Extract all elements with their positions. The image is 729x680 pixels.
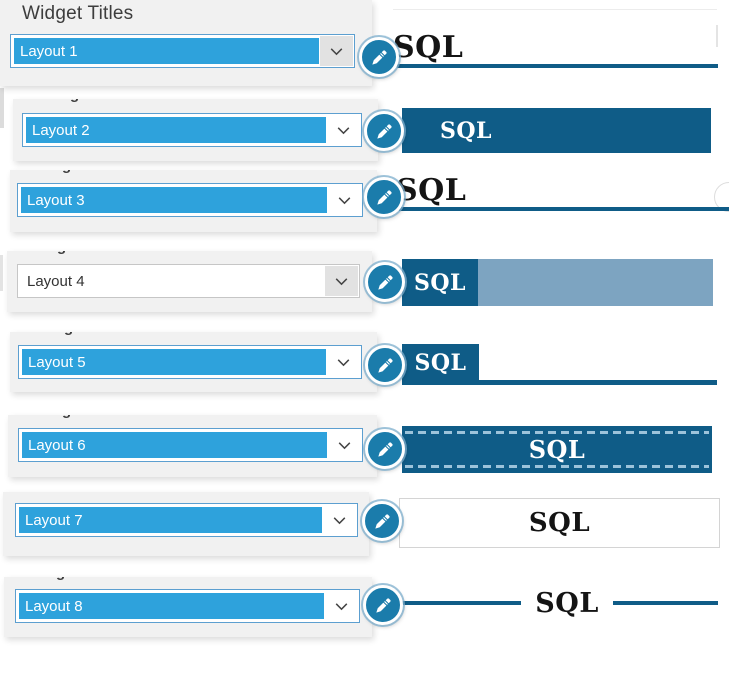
chevron-down-icon xyxy=(338,441,351,450)
dropdown-button[interactable] xyxy=(328,185,361,215)
edit-title-button[interactable] xyxy=(364,111,404,151)
layout-dropdown[interactable]: Layout 1 xyxy=(10,34,355,68)
chevron-down-icon xyxy=(333,516,346,525)
dropdown-selected-value: Layout 7 xyxy=(19,507,322,533)
title-preview-underline-rule xyxy=(397,64,718,68)
title-preview-underline-text: SQL xyxy=(393,33,463,63)
clipped-text-fragment: g xyxy=(62,170,78,177)
title-preview-sidelines: SQL xyxy=(400,585,718,621)
dropdown-button[interactable] xyxy=(328,430,361,460)
dropdown-selected-value: Layout 4 xyxy=(27,272,85,290)
sql-title-label: SQL xyxy=(393,30,464,65)
title-preview-solid-bar: SQL xyxy=(402,108,711,153)
chevron-down-icon xyxy=(337,126,350,135)
layout-dropdown[interactable]: Layout 2 xyxy=(22,113,362,147)
dropdown-button[interactable] xyxy=(325,266,358,296)
layout-dropdown[interactable]: Layout 8 xyxy=(15,589,360,623)
dropdown-selected-value: Layout 2 xyxy=(26,117,326,143)
edit-title-button[interactable] xyxy=(363,585,403,625)
dropdown-button[interactable] xyxy=(327,115,360,145)
sql-title-label: SQL xyxy=(414,349,467,376)
title-preview-underline-rule xyxy=(399,207,729,211)
sql-title-label: SQL xyxy=(440,117,493,144)
chevron-down-icon xyxy=(335,277,348,286)
dashed-border-line xyxy=(405,431,709,434)
right-edge-fragment xyxy=(716,25,718,47)
sql-title-label: SQL xyxy=(396,173,467,208)
edit-title-button[interactable] xyxy=(362,501,402,541)
edit-title-button[interactable] xyxy=(365,262,405,302)
title-preview-outlined-box: SQL xyxy=(399,498,720,548)
chevron-down-icon xyxy=(335,602,348,611)
pencil-icon xyxy=(374,121,395,142)
dropdown-selected-value: Layout 6 xyxy=(22,432,327,458)
layout-dropdown[interactable]: Layout 4 xyxy=(17,264,360,298)
clipped-text-fragment: g xyxy=(64,332,80,339)
top-border-fragment xyxy=(393,9,717,10)
edit-title-button[interactable] xyxy=(364,177,404,217)
title-preview-label-segment: SQL xyxy=(402,259,478,306)
background-fragment xyxy=(0,255,3,291)
layout-dropdown[interactable]: Layout 5 xyxy=(18,345,362,379)
title-preview-tab: SQL xyxy=(402,344,479,381)
background-fragment xyxy=(0,88,4,128)
pencil-icon xyxy=(372,511,393,532)
clipped-letter: g xyxy=(56,577,72,581)
pencil-icon xyxy=(374,187,395,208)
chevron-down-icon xyxy=(330,47,343,56)
edit-title-button[interactable] xyxy=(365,345,405,385)
dropdown-selected-value: Layout 8 xyxy=(19,593,324,619)
widget-titles-heading: Widget Titles xyxy=(22,3,134,24)
layout-dropdown[interactable]: Layout 7 xyxy=(15,503,358,537)
clipped-text-fragment: g xyxy=(57,251,73,258)
title-preview-twotone-bar: SQL xyxy=(402,259,713,306)
right-rule xyxy=(612,601,718,605)
clipped-letter: g xyxy=(64,332,80,336)
pencil-icon xyxy=(375,272,396,293)
pencil-icon xyxy=(373,595,394,616)
sql-title-label: SQL xyxy=(413,269,467,296)
dropdown-selected-value: Layout 5 xyxy=(22,349,326,375)
title-preview-underline-text: SQL xyxy=(396,176,466,206)
left-rule xyxy=(400,601,522,605)
clipped-letter: g xyxy=(57,251,73,255)
sql-title-label: SQL xyxy=(528,508,591,538)
layout-dropdown[interactable]: Layout 3 xyxy=(17,183,363,217)
pencil-icon xyxy=(375,355,396,376)
dropdown-selected-value: Layout 3 xyxy=(21,187,327,213)
title-preview-dashed-bar: SQL xyxy=(402,426,712,473)
layout-dropdown[interactable]: Layout 6 xyxy=(18,428,363,462)
edit-title-button[interactable] xyxy=(365,429,405,469)
clipped-letter: g xyxy=(62,415,78,419)
clipped-text-fragment: g xyxy=(70,99,86,106)
pencil-icon xyxy=(375,439,396,460)
dropdown-button[interactable] xyxy=(320,36,353,66)
dropdown-selected-value: Layout 1 xyxy=(14,38,319,64)
dropdown-button[interactable] xyxy=(323,505,356,535)
clipped-letter: g xyxy=(70,99,86,103)
pencil-icon xyxy=(369,47,390,68)
sql-title-label: SQL xyxy=(535,587,599,619)
edit-title-button[interactable] xyxy=(359,37,399,77)
clipped-text-fragment: g xyxy=(56,577,72,584)
dropdown-button[interactable] xyxy=(325,591,358,621)
chevron-down-icon xyxy=(338,196,351,205)
sql-title-label: SQL xyxy=(528,434,586,464)
chevron-down-icon xyxy=(337,358,350,367)
clipped-text-fragment: g xyxy=(62,415,78,422)
dropdown-button[interactable] xyxy=(327,347,360,377)
clipped-letter: g xyxy=(62,170,78,174)
dashed-border-line xyxy=(405,465,709,468)
title-preview-tab-rule xyxy=(402,380,717,385)
